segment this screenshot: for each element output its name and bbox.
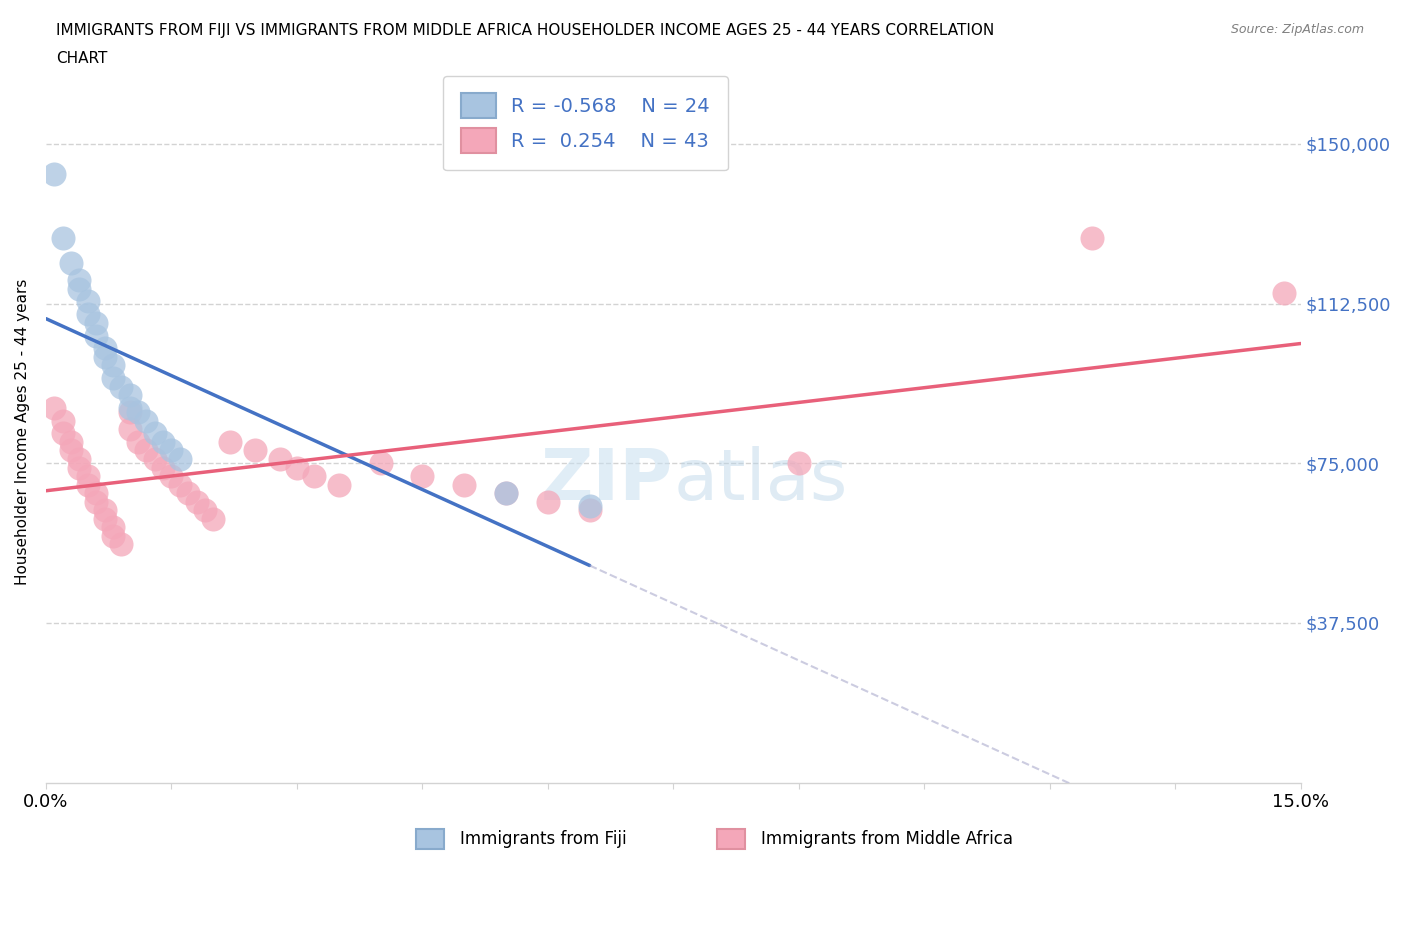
- Point: [302, 469, 325, 484]
- Point: [495, 485, 517, 500]
- Point: [202, 512, 225, 526]
- Point: [118, 421, 141, 436]
- Point: [84, 315, 107, 330]
- Point: [243, 443, 266, 458]
- Point: [169, 477, 191, 492]
- Point: [101, 358, 124, 373]
- Text: Immigrants from Middle Africa: Immigrants from Middle Africa: [761, 830, 1014, 848]
- Point: [370, 456, 392, 471]
- Point: [127, 434, 149, 449]
- Point: [135, 443, 157, 458]
- Point: [1080, 230, 1102, 245]
- Point: [76, 294, 98, 309]
- Point: [44, 166, 66, 181]
- Point: [127, 405, 149, 419]
- Text: CHART: CHART: [56, 51, 108, 66]
- Point: [110, 379, 132, 394]
- Point: [143, 426, 166, 441]
- Text: atlas: atlas: [673, 446, 848, 515]
- FancyBboxPatch shape: [416, 829, 444, 849]
- Point: [135, 413, 157, 428]
- Point: [1272, 286, 1295, 300]
- Point: [52, 413, 75, 428]
- Point: [143, 452, 166, 467]
- Point: [76, 469, 98, 484]
- Point: [93, 350, 115, 365]
- Point: [152, 460, 174, 475]
- Point: [152, 434, 174, 449]
- Point: [67, 460, 90, 475]
- Point: [495, 485, 517, 500]
- Point: [60, 443, 83, 458]
- Point: [84, 494, 107, 509]
- Point: [67, 281, 90, 296]
- Point: [118, 405, 141, 419]
- Point: [160, 469, 183, 484]
- Point: [578, 498, 600, 513]
- Point: [453, 477, 475, 492]
- Point: [411, 469, 433, 484]
- Point: [101, 528, 124, 543]
- Point: [787, 456, 810, 471]
- Text: IMMIGRANTS FROM FIJI VS IMMIGRANTS FROM MIDDLE AFRICA HOUSEHOLDER INCOME AGES 25: IMMIGRANTS FROM FIJI VS IMMIGRANTS FROM …: [56, 23, 994, 38]
- Point: [101, 520, 124, 535]
- Point: [76, 307, 98, 322]
- Point: [169, 452, 191, 467]
- Point: [84, 328, 107, 343]
- Point: [110, 537, 132, 551]
- Point: [177, 485, 200, 500]
- Text: Source: ZipAtlas.com: Source: ZipAtlas.com: [1230, 23, 1364, 36]
- Point: [52, 230, 75, 245]
- Point: [93, 341, 115, 356]
- Point: [578, 502, 600, 517]
- Point: [160, 443, 183, 458]
- Point: [118, 388, 141, 403]
- Point: [67, 452, 90, 467]
- Point: [537, 494, 560, 509]
- Point: [93, 502, 115, 517]
- Point: [60, 256, 83, 271]
- Point: [76, 477, 98, 492]
- Text: ZIP: ZIP: [541, 446, 673, 515]
- Point: [269, 452, 291, 467]
- Text: Immigrants from Fiji: Immigrants from Fiji: [460, 830, 627, 848]
- Point: [285, 460, 308, 475]
- Point: [84, 485, 107, 500]
- Point: [328, 477, 350, 492]
- Point: [118, 401, 141, 416]
- Point: [219, 434, 242, 449]
- Point: [52, 426, 75, 441]
- Point: [101, 371, 124, 386]
- Point: [186, 494, 208, 509]
- Point: [60, 434, 83, 449]
- Point: [44, 401, 66, 416]
- Y-axis label: Householder Income Ages 25 - 44 years: Householder Income Ages 25 - 44 years: [15, 278, 30, 585]
- Point: [67, 272, 90, 287]
- Legend: R = -0.568    N = 24, R =  0.254    N = 43: R = -0.568 N = 24, R = 0.254 N = 43: [443, 75, 727, 170]
- Point: [194, 502, 217, 517]
- Point: [93, 512, 115, 526]
- FancyBboxPatch shape: [717, 829, 745, 849]
